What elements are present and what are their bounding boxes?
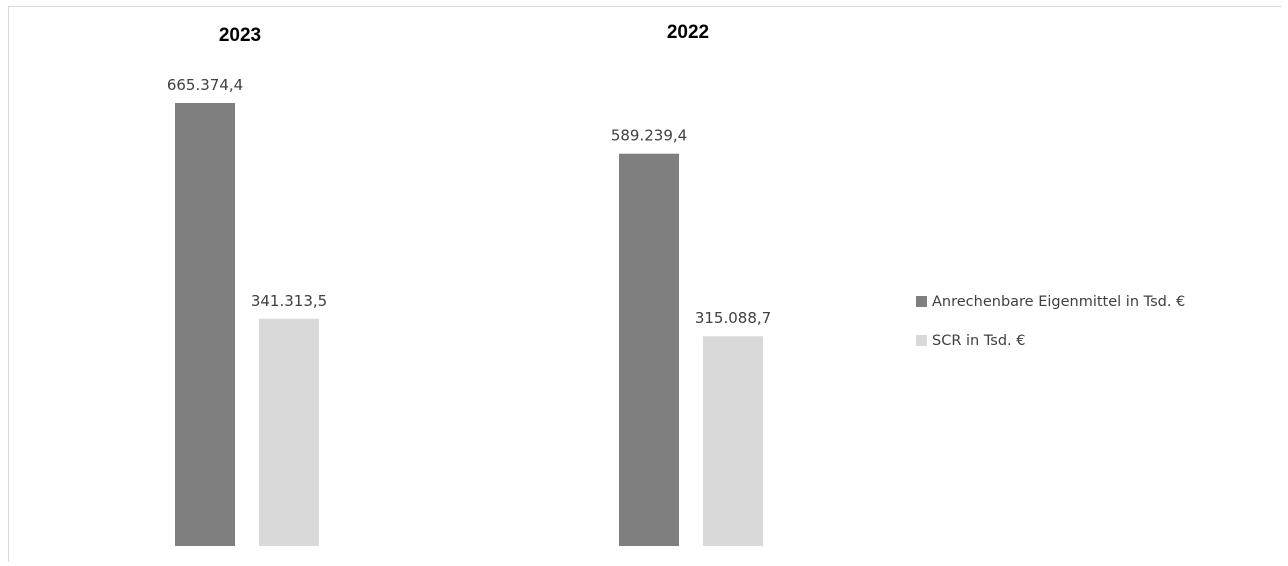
legend-swatch-eigenmittel (916, 296, 927, 307)
legend-label-scr: SCR in Tsd. € (932, 333, 1026, 349)
panel-title-2023: 2023 (219, 25, 261, 46)
panel-title-2022: 2022 (667, 22, 709, 43)
bar-2023-scr (259, 318, 319, 546)
data-label-2023-eigenmittel: 665.374,4 (167, 76, 243, 94)
bars-layer: 665.374,4 341.313,5 589.239,4 315.088,7 (167, 76, 771, 546)
data-label-2022-scr: 315.088,7 (695, 309, 771, 327)
data-label-2022-eigenmittel: 589.239,4 (611, 127, 687, 145)
legend-label-eigenmittel: Anrechenbare Eigenmittel in Tsd. € (932, 294, 1185, 310)
data-label-2023-scr: 341.313,5 (251, 292, 327, 310)
bar-2022-eigenmittel (619, 153, 679, 546)
bar-2023-eigenmittel (175, 103, 235, 546)
legend: Anrechenbare Eigenmittel in Tsd. € SCR i… (916, 294, 1185, 349)
chart-frame (8, 6, 1282, 562)
legend-swatch-scr (916, 335, 927, 346)
bar-2022-scr (703, 336, 763, 546)
